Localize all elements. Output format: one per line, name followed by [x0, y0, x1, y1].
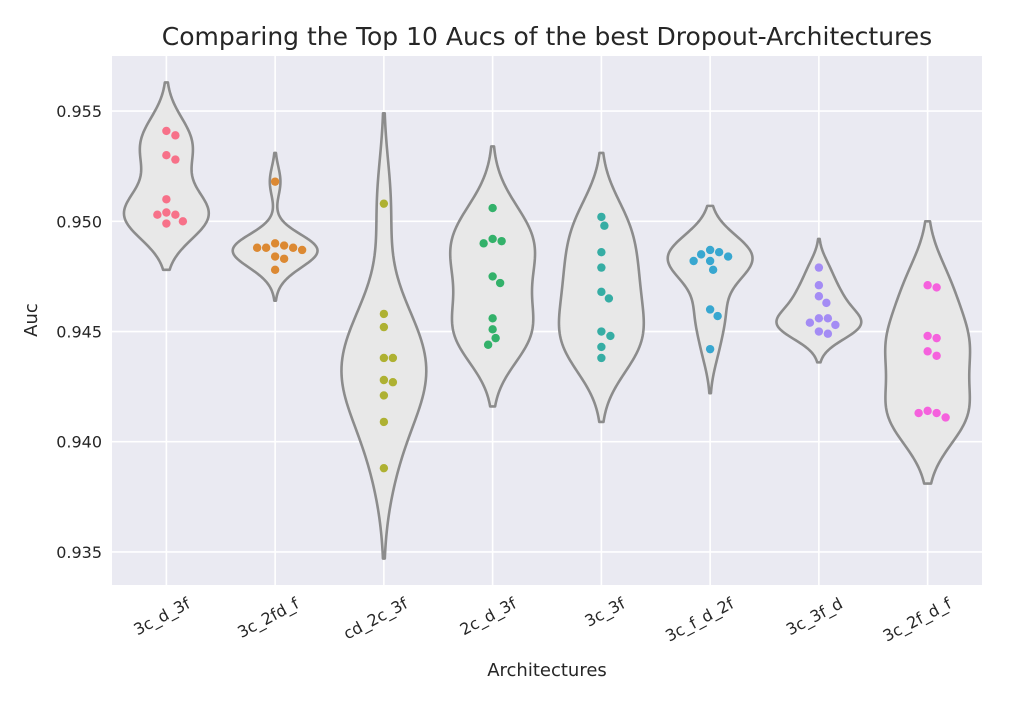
data-point-3c_2f_d_f	[923, 281, 932, 290]
data-point-3c_3f	[606, 331, 615, 341]
data-point-3c_3f_d	[814, 263, 824, 272]
y-tick-label: 0.940	[56, 433, 102, 452]
data-point-3c_2f_d_f	[914, 408, 923, 418]
data-point-3c_f_d_2f	[723, 252, 733, 261]
data-point-3c_2f_d_f	[932, 333, 941, 343]
y-tick-label: 0.935	[56, 543, 102, 562]
data-point-cd_2c_3f	[388, 378, 398, 387]
data-point-3c_d_3f	[171, 131, 180, 140]
data-point-2c_d_3f	[488, 234, 497, 244]
data-point-3c_2f_d_f	[932, 283, 941, 292]
data-point-2c_d_3f	[479, 239, 488, 248]
data-point-3c_3f	[600, 221, 609, 230]
data-point-3c_2f_d_f	[923, 347, 932, 356]
data-point-3c_d_3f	[162, 219, 171, 228]
data-point-3c_f_d_2f	[689, 256, 698, 266]
data-point-3c_2fd_f	[279, 241, 289, 250]
data-point-3c_3f	[597, 353, 606, 363]
data-point-3c_2f_d_f	[941, 413, 950, 422]
data-point-3c_d_3f	[162, 126, 171, 136]
violin-3c_f_d_2f	[666, 204, 754, 395]
y-axis-ticks: 0.935 0.940 0.945 0.950 0.955	[56, 102, 102, 562]
data-point-3c_d_3f	[171, 155, 180, 164]
data-point-cd_2c_3f	[379, 417, 389, 427]
chart-title: Comparing the Top 10 Aucs of the best Dr…	[162, 22, 932, 51]
data-point-3c_d_3f	[171, 210, 180, 219]
data-point-3c_3f_d	[814, 327, 824, 336]
data-point-3c_2f_d_f	[932, 408, 941, 418]
y-axis-label: Auc	[21, 303, 42, 337]
data-point-3c_2f_d_f	[932, 351, 941, 360]
data-point-3c_d_3f	[162, 208, 171, 217]
y-tick-label: 0.945	[56, 323, 102, 342]
violin-3c_2fd_f	[231, 151, 319, 302]
data-point-3c_2fd_f	[288, 243, 298, 252]
data-point-3c_f_d_2f	[705, 344, 715, 354]
data-point-3c_2f_d_f	[923, 406, 932, 416]
data-point-3c_d_3f	[153, 210, 162, 219]
data-point-3c_2fd_f	[270, 177, 280, 186]
data-point-3c_3f	[597, 342, 606, 352]
data-point-3c_3f_d	[823, 329, 833, 338]
data-point-3c_f_d_2f	[705, 256, 715, 266]
data-point-3c_3f_d	[814, 281, 824, 290]
data-point-2c_d_3f	[495, 278, 505, 288]
data-point-cd_2c_3f	[388, 353, 398, 363]
x-axis-label: Architectures	[487, 660, 607, 681]
data-point-3c_3f_d	[814, 292, 824, 301]
data-point-cd_2c_3f	[379, 322, 389, 332]
data-point-3c_3f	[597, 263, 606, 272]
data-point-3c_3f_d	[814, 314, 824, 323]
swarm-points	[153, 126, 950, 473]
data-point-3c_3f	[597, 247, 606, 257]
data-point-cd_2c_3f	[379, 463, 389, 473]
data-point-3c_f_d_2f	[714, 247, 724, 257]
data-point-3c_f_d_2f	[696, 250, 706, 259]
violin-3c_3f_d	[775, 237, 863, 364]
data-point-2c_d_3f	[488, 272, 497, 281]
data-point-cd_2c_3f	[379, 199, 389, 208]
data-point-3c_3f_d	[823, 314, 833, 323]
data-point-2c_d_3f	[497, 236, 506, 246]
data-point-2c_d_3f	[488, 314, 497, 323]
data-point-3c_2fd_f	[297, 245, 307, 255]
data-point-3c_d_3f	[178, 217, 188, 226]
data-point-3c_3f_d	[805, 318, 815, 327]
data-point-3c_3f	[597, 287, 606, 297]
data-point-3c_d_3f	[162, 195, 171, 204]
data-point-2c_d_3f	[488, 203, 497, 213]
data-point-3c_f_d_2f	[713, 311, 722, 321]
data-point-3c_d_3f	[162, 150, 171, 160]
data-point-2c_d_3f	[488, 325, 497, 334]
y-tick-label: 0.950	[56, 212, 102, 231]
data-point-3c_f_d_2f	[705, 245, 715, 255]
y-tick-label: 0.955	[56, 102, 102, 121]
data-point-3c_2fd_f	[252, 243, 262, 252]
data-point-cd_2c_3f	[379, 375, 389, 385]
violin-3c_3f	[557, 151, 646, 424]
data-point-3c_2f_d_f	[923, 331, 932, 341]
data-point-3c_3f_d	[831, 320, 840, 330]
violin-cd_2c_3f	[340, 112, 428, 560]
data-point-2c_d_3f	[491, 333, 500, 343]
data-point-3c_3f	[604, 294, 614, 303]
data-point-3c_2fd_f	[261, 243, 271, 252]
data-point-3c_2fd_f	[270, 239, 280, 248]
data-point-cd_2c_3f	[379, 309, 389, 319]
data-point-3c_3f	[597, 212, 606, 222]
violin-3c_d_3f	[122, 81, 211, 272]
data-point-cd_2c_3f	[379, 353, 389, 363]
data-point-3c_f_d_2f	[705, 305, 715, 314]
data-point-cd_2c_3f	[379, 391, 389, 400]
data-point-3c_3f_d	[822, 298, 831, 308]
data-point-3c_3f	[597, 327, 606, 336]
data-point-3c_2fd_f	[279, 254, 289, 263]
data-point-3c_f_d_2f	[708, 265, 718, 274]
data-point-3c_2fd_f	[270, 252, 280, 261]
data-point-2c_d_3f	[483, 340, 493, 349]
data-point-3c_2fd_f	[270, 265, 280, 274]
